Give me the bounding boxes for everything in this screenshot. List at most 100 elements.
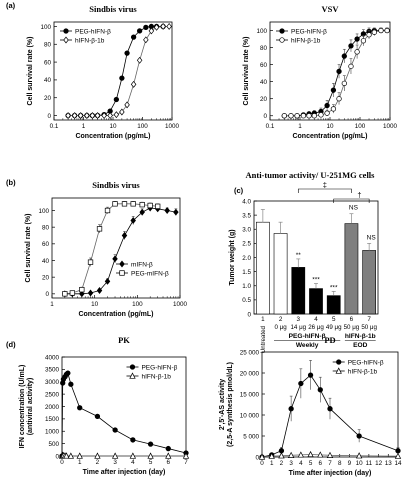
category-label: 4 — [314, 316, 318, 323]
data-point — [112, 427, 118, 433]
plot-frame — [269, 21, 391, 121]
panel-label: (d) — [6, 340, 16, 349]
x-tick-label: 10 — [326, 123, 334, 130]
x-tick-label: 6 — [319, 460, 323, 467]
x-tick-label: 4 — [131, 459, 135, 466]
y-tick-label: 40 — [260, 79, 268, 86]
legend-label: PEG-mIFN-β — [131, 271, 169, 278]
legend-marker — [336, 359, 342, 365]
x-axis-label: Concentration (pg/mL) — [292, 133, 367, 140]
data-point — [384, 27, 390, 34]
data-point — [327, 406, 333, 412]
x-tick-label: 2 — [96, 459, 100, 466]
dose-label: 50 μg — [361, 324, 377, 331]
x-tick-label: 0 — [60, 459, 64, 466]
y-axis-label: IFN concentration (U/mL) — [19, 365, 26, 449]
data-point — [143, 36, 149, 44]
data-point — [89, 112, 96, 120]
bar — [362, 250, 376, 315]
x-tick-label: 100 — [355, 123, 366, 130]
legend-marker — [335, 367, 342, 374]
y-tick-label: 5 000 — [243, 433, 259, 440]
data-point — [77, 405, 83, 411]
chart-title: PK — [118, 335, 130, 345]
panel-label: (c) — [234, 186, 244, 195]
x-tick-label: 7 — [328, 460, 332, 467]
chart-title: Anti-tumor activity/ U-251MG cells — [246, 170, 376, 180]
bar — [291, 267, 306, 315]
data-point — [68, 381, 74, 387]
y-tick-label: 60 — [42, 241, 50, 248]
x-tick-label: 100 — [132, 301, 143, 308]
data-point — [130, 217, 136, 224]
data-point — [278, 452, 285, 459]
data-point — [63, 452, 70, 459]
y-tick-label: 100 — [256, 28, 267, 35]
significance-label: NS — [349, 205, 359, 212]
data-point — [378, 27, 384, 34]
category-label: 5 — [332, 316, 336, 323]
y-axis-label: (2,5-A synthesis pmol/dL) — [227, 362, 234, 447]
legend-label: mIFN-β — [131, 262, 153, 269]
data-point — [307, 372, 314, 378]
significance-label: NS — [367, 234, 377, 241]
y-tick-label: 1500 — [45, 416, 60, 423]
bar — [256, 221, 270, 315]
schedule-label: Weekly — [296, 342, 319, 349]
series-line — [61, 372, 187, 457]
y-tick-label: 20 000 — [240, 370, 260, 377]
data-point — [287, 451, 295, 458]
x-tick-label: 1 — [78, 459, 82, 466]
data-point — [294, 113, 300, 119]
data-point — [121, 201, 128, 207]
chart-title: PD — [324, 335, 335, 345]
data-point — [371, 29, 377, 35]
data-point — [341, 53, 347, 59]
category-label: 3 — [297, 316, 301, 323]
chart-c: 0 0.5 1.0 1.5 2.0 2.5 3.0 3.5 4.0 Tumor weight (g… — [229, 170, 379, 353]
x-tick-label: 1000 — [173, 301, 188, 308]
legend-marker — [129, 364, 136, 370]
plot-frame — [51, 197, 181, 299]
series-line — [261, 454, 399, 458]
x-tick-label: 9 — [348, 460, 352, 467]
y-axis-label: Tumor weight (g) — [229, 229, 236, 285]
data-point — [94, 112, 101, 120]
data-point — [297, 451, 305, 458]
bar — [326, 295, 341, 315]
data-point — [147, 202, 153, 209]
data-point — [354, 36, 360, 42]
chart-title: VSV — [321, 4, 339, 14]
x-tick-label: 10 — [91, 301, 99, 308]
x-tick-label: 11 — [366, 460, 373, 467]
data-point — [166, 22, 172, 30]
data-point — [104, 277, 111, 285]
series-1 — [281, 27, 390, 119]
legend: mIFN-β PEG-mIFN-β — [116, 260, 169, 278]
data-point — [348, 43, 354, 49]
data-point — [62, 291, 68, 297]
y-tick-label: 0.5 — [242, 297, 251, 304]
y-tick-label: 80 — [42, 224, 50, 231]
data-point — [324, 110, 330, 116]
data-point — [129, 452, 137, 459]
y-tick-label: 20 — [42, 274, 50, 281]
group-label: PEG-hIFN-β — [289, 333, 326, 340]
legend: PEG-hIFN-β hIFN-β-1b — [332, 359, 384, 376]
legend-label: hIFN-β-1b — [141, 374, 171, 381]
schedule-label: EOD — [353, 342, 368, 349]
data-point — [324, 102, 330, 109]
x-axis-label: Concentration (pg/mL) — [78, 311, 153, 318]
data-point — [317, 451, 324, 458]
y-tick-label: 3.5 — [242, 212, 251, 219]
data-point — [300, 113, 307, 119]
category-label: 1 — [261, 316, 265, 323]
y-tick-label: 0 — [55, 453, 59, 460]
data-point — [288, 113, 294, 119]
x-tick-label: 0.1 — [266, 123, 275, 130]
data-point — [130, 80, 137, 88]
data-point — [356, 433, 362, 439]
data-point — [139, 208, 145, 216]
x-tick-label: 0.1 — [50, 123, 59, 130]
